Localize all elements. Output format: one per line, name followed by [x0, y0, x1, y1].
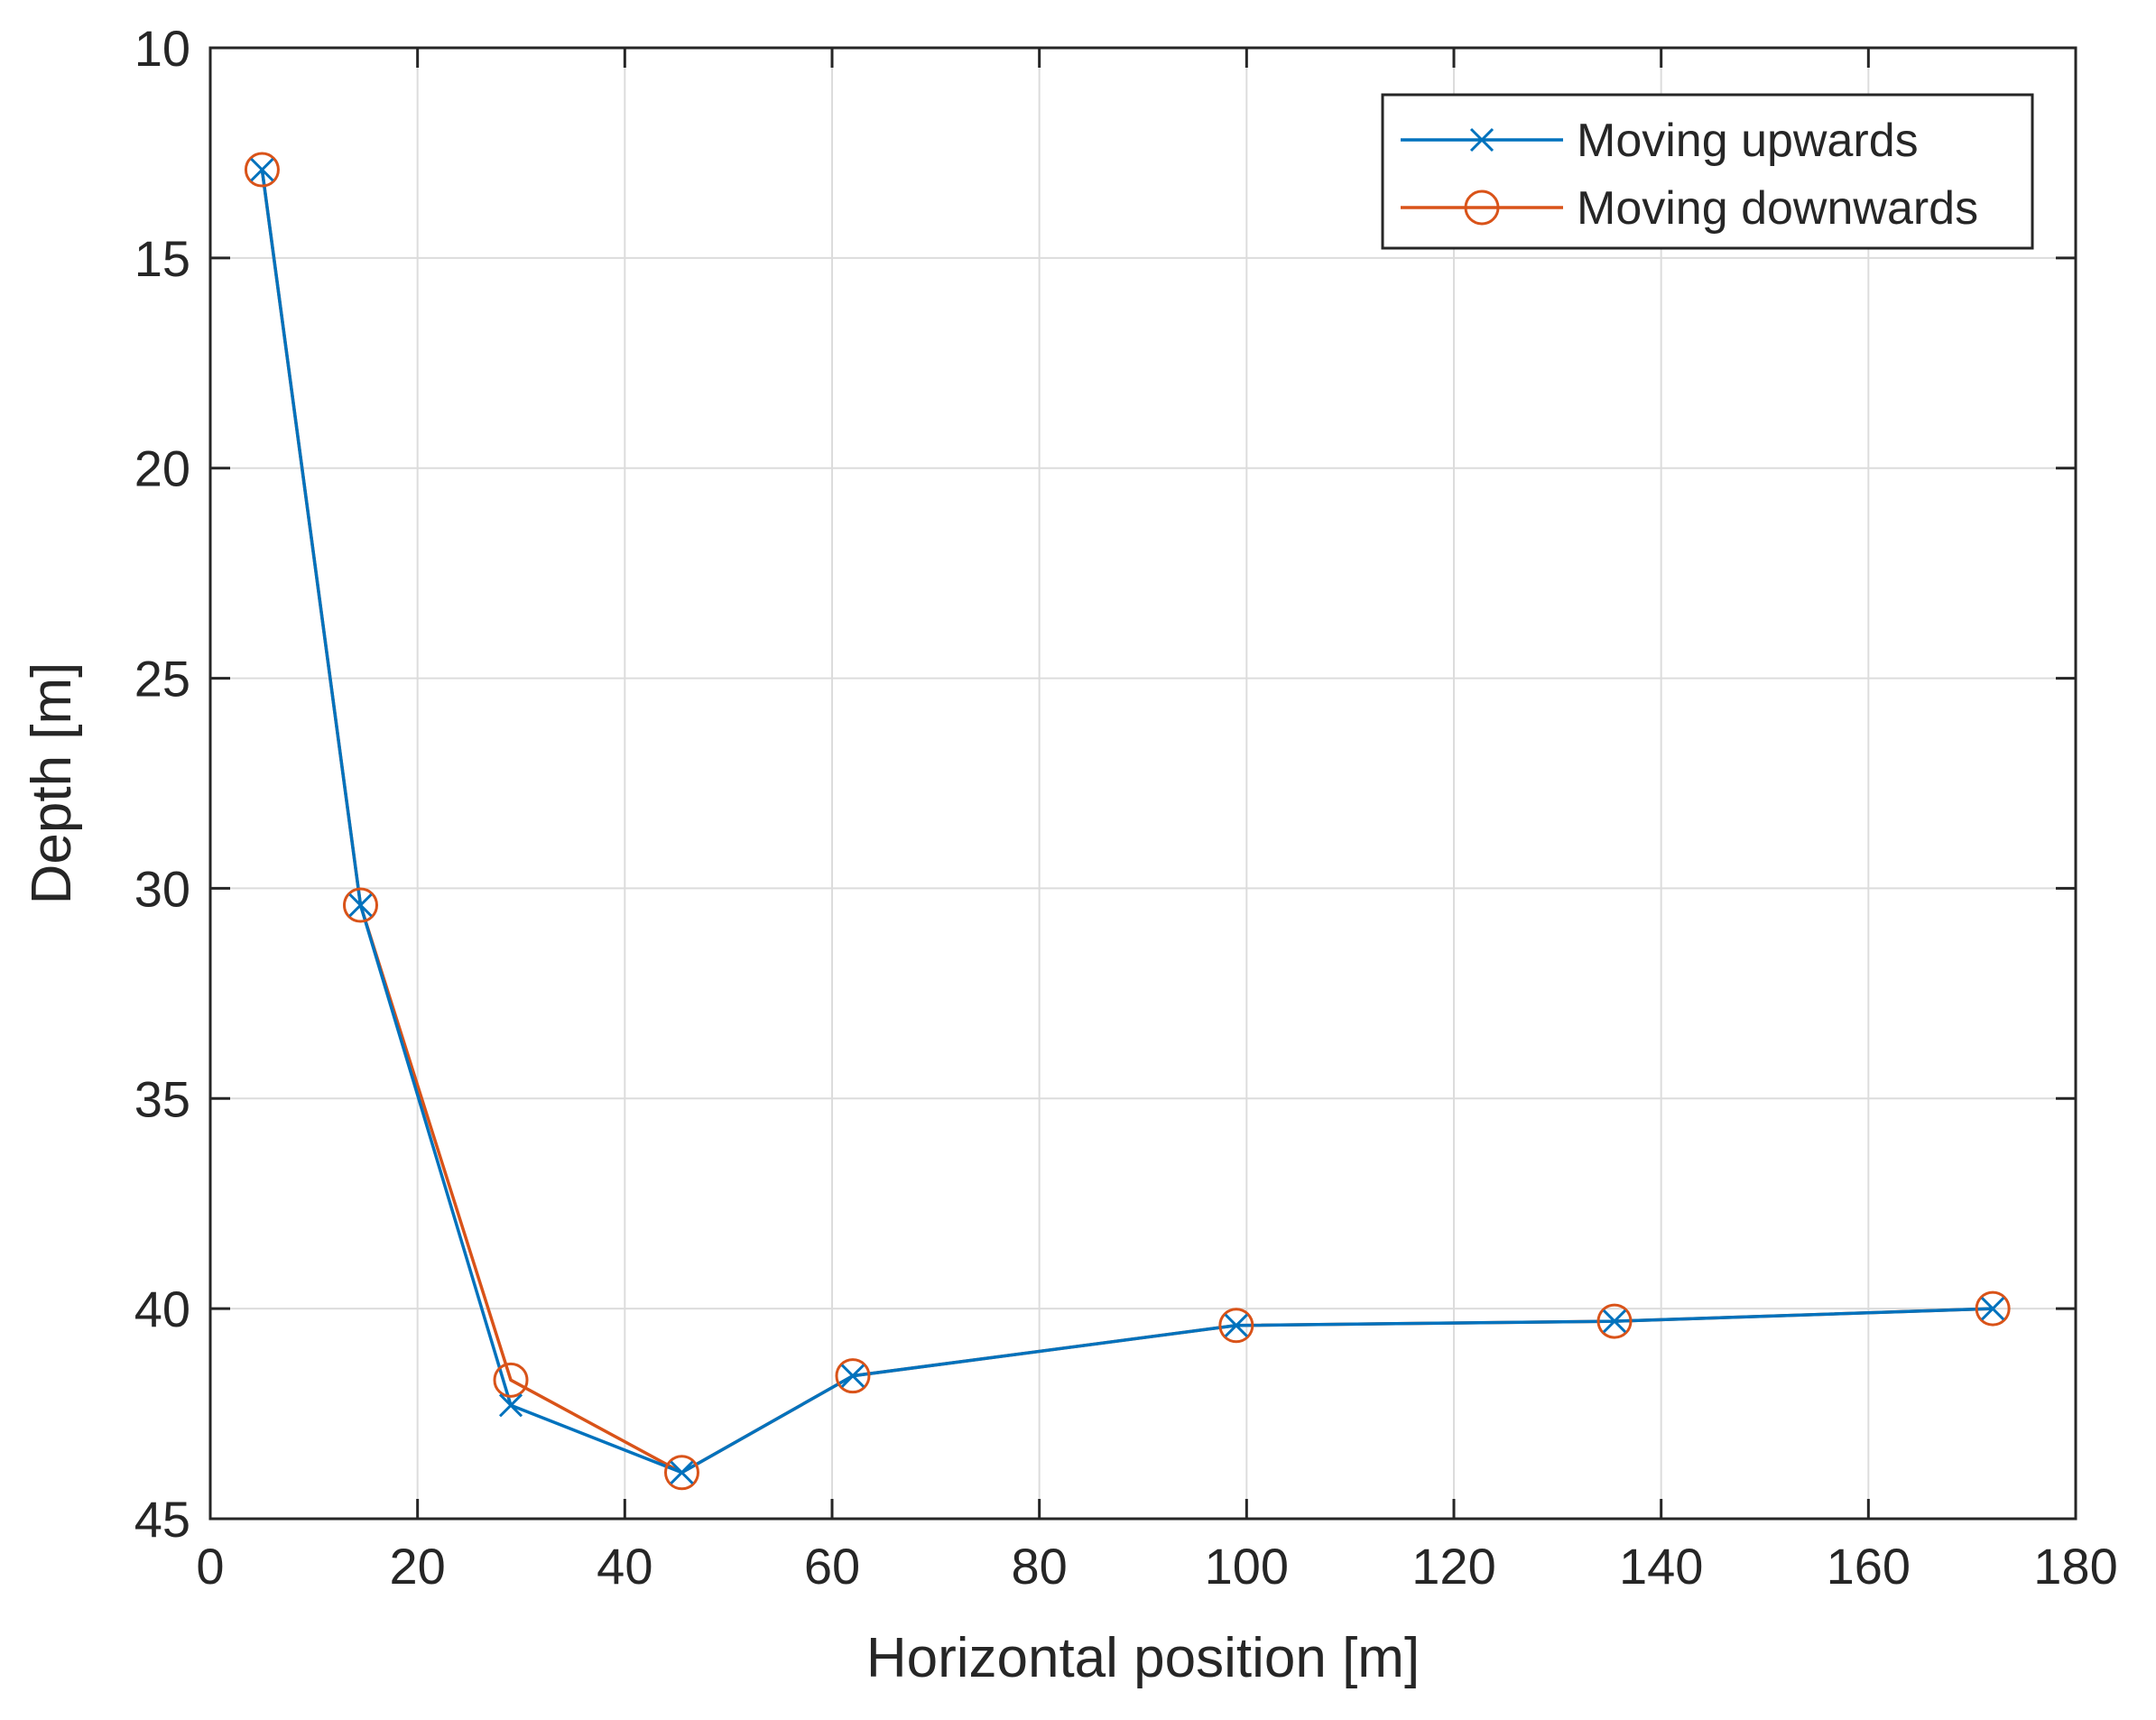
x-tick-label: 80 [1012, 1538, 1068, 1595]
legend-entries: Moving upwards Moving downwards [1401, 115, 1978, 235]
legend-entry: Moving downwards [1401, 182, 1978, 235]
y-tick-label: 20 [134, 440, 190, 497]
series-1-point [493, 1362, 529, 1398]
series-0-point [348, 892, 373, 918]
x-tick-label: 120 [1411, 1538, 1495, 1595]
x-tick-labels: 0 20 40 60 80 100 120 140 160 180 [196, 1538, 2117, 1595]
legend-label: Moving upwards [1577, 115, 1919, 167]
y-tick-label: 45 [134, 1491, 190, 1548]
y-tick-label: 25 [134, 651, 190, 707]
circle-marker [1464, 190, 1500, 226]
x-tick-label: 100 [1205, 1538, 1289, 1595]
series-1-point [1596, 1303, 1633, 1339]
x-tick-label: 20 [390, 1538, 446, 1595]
series-0-point [1981, 1297, 2005, 1321]
series-0-point [250, 157, 274, 182]
y-tick-label: 10 [134, 20, 190, 77]
series-line-0 [260, 169, 1994, 1475]
y-tick-label: 30 [134, 860, 190, 917]
series-1-point [244, 152, 280, 188]
series-1-point [1218, 1308, 1254, 1344]
series-0-point [670, 1460, 694, 1484]
series-layer [244, 152, 2011, 1491]
x-tick-label: 180 [2033, 1538, 2117, 1595]
series-1-point [343, 887, 379, 923]
legend: Moving upwards Moving downwards [1381, 93, 2034, 250]
x-tick-label: 160 [1827, 1538, 1911, 1595]
y-axis-label: Depth [m] [21, 662, 83, 905]
x-tick-label: 140 [1619, 1538, 1703, 1595]
y-tick-label: 35 [134, 1070, 190, 1127]
x-tick-label: 60 [804, 1538, 860, 1595]
series-1-point [1975, 1290, 2011, 1327]
y-tick-label: 15 [134, 230, 190, 287]
series-1-point [663, 1455, 699, 1491]
series-0-point [840, 1364, 865, 1388]
legend-label: Moving downwards [1577, 182, 1978, 235]
series-0-point [1602, 1309, 1627, 1334]
x-tick-label: 0 [196, 1538, 224, 1595]
y-tick-labels: 10 15 20 25 30 35 40 45 [134, 20, 190, 1548]
x-marker [1469, 127, 1494, 153]
series-0-point [1224, 1313, 1248, 1337]
series-1-point [835, 1358, 871, 1394]
tick-marks [208, 46, 2077, 1521]
legend-entry: Moving upwards [1401, 115, 1919, 167]
x-tick-label: 40 [597, 1538, 652, 1595]
y-tick-label: 40 [134, 1281, 190, 1337]
x-axis-label: Horizontal position [m] [866, 1627, 1420, 1689]
series-0-point [498, 1393, 523, 1418]
plot-frame [208, 46, 2077, 1521]
